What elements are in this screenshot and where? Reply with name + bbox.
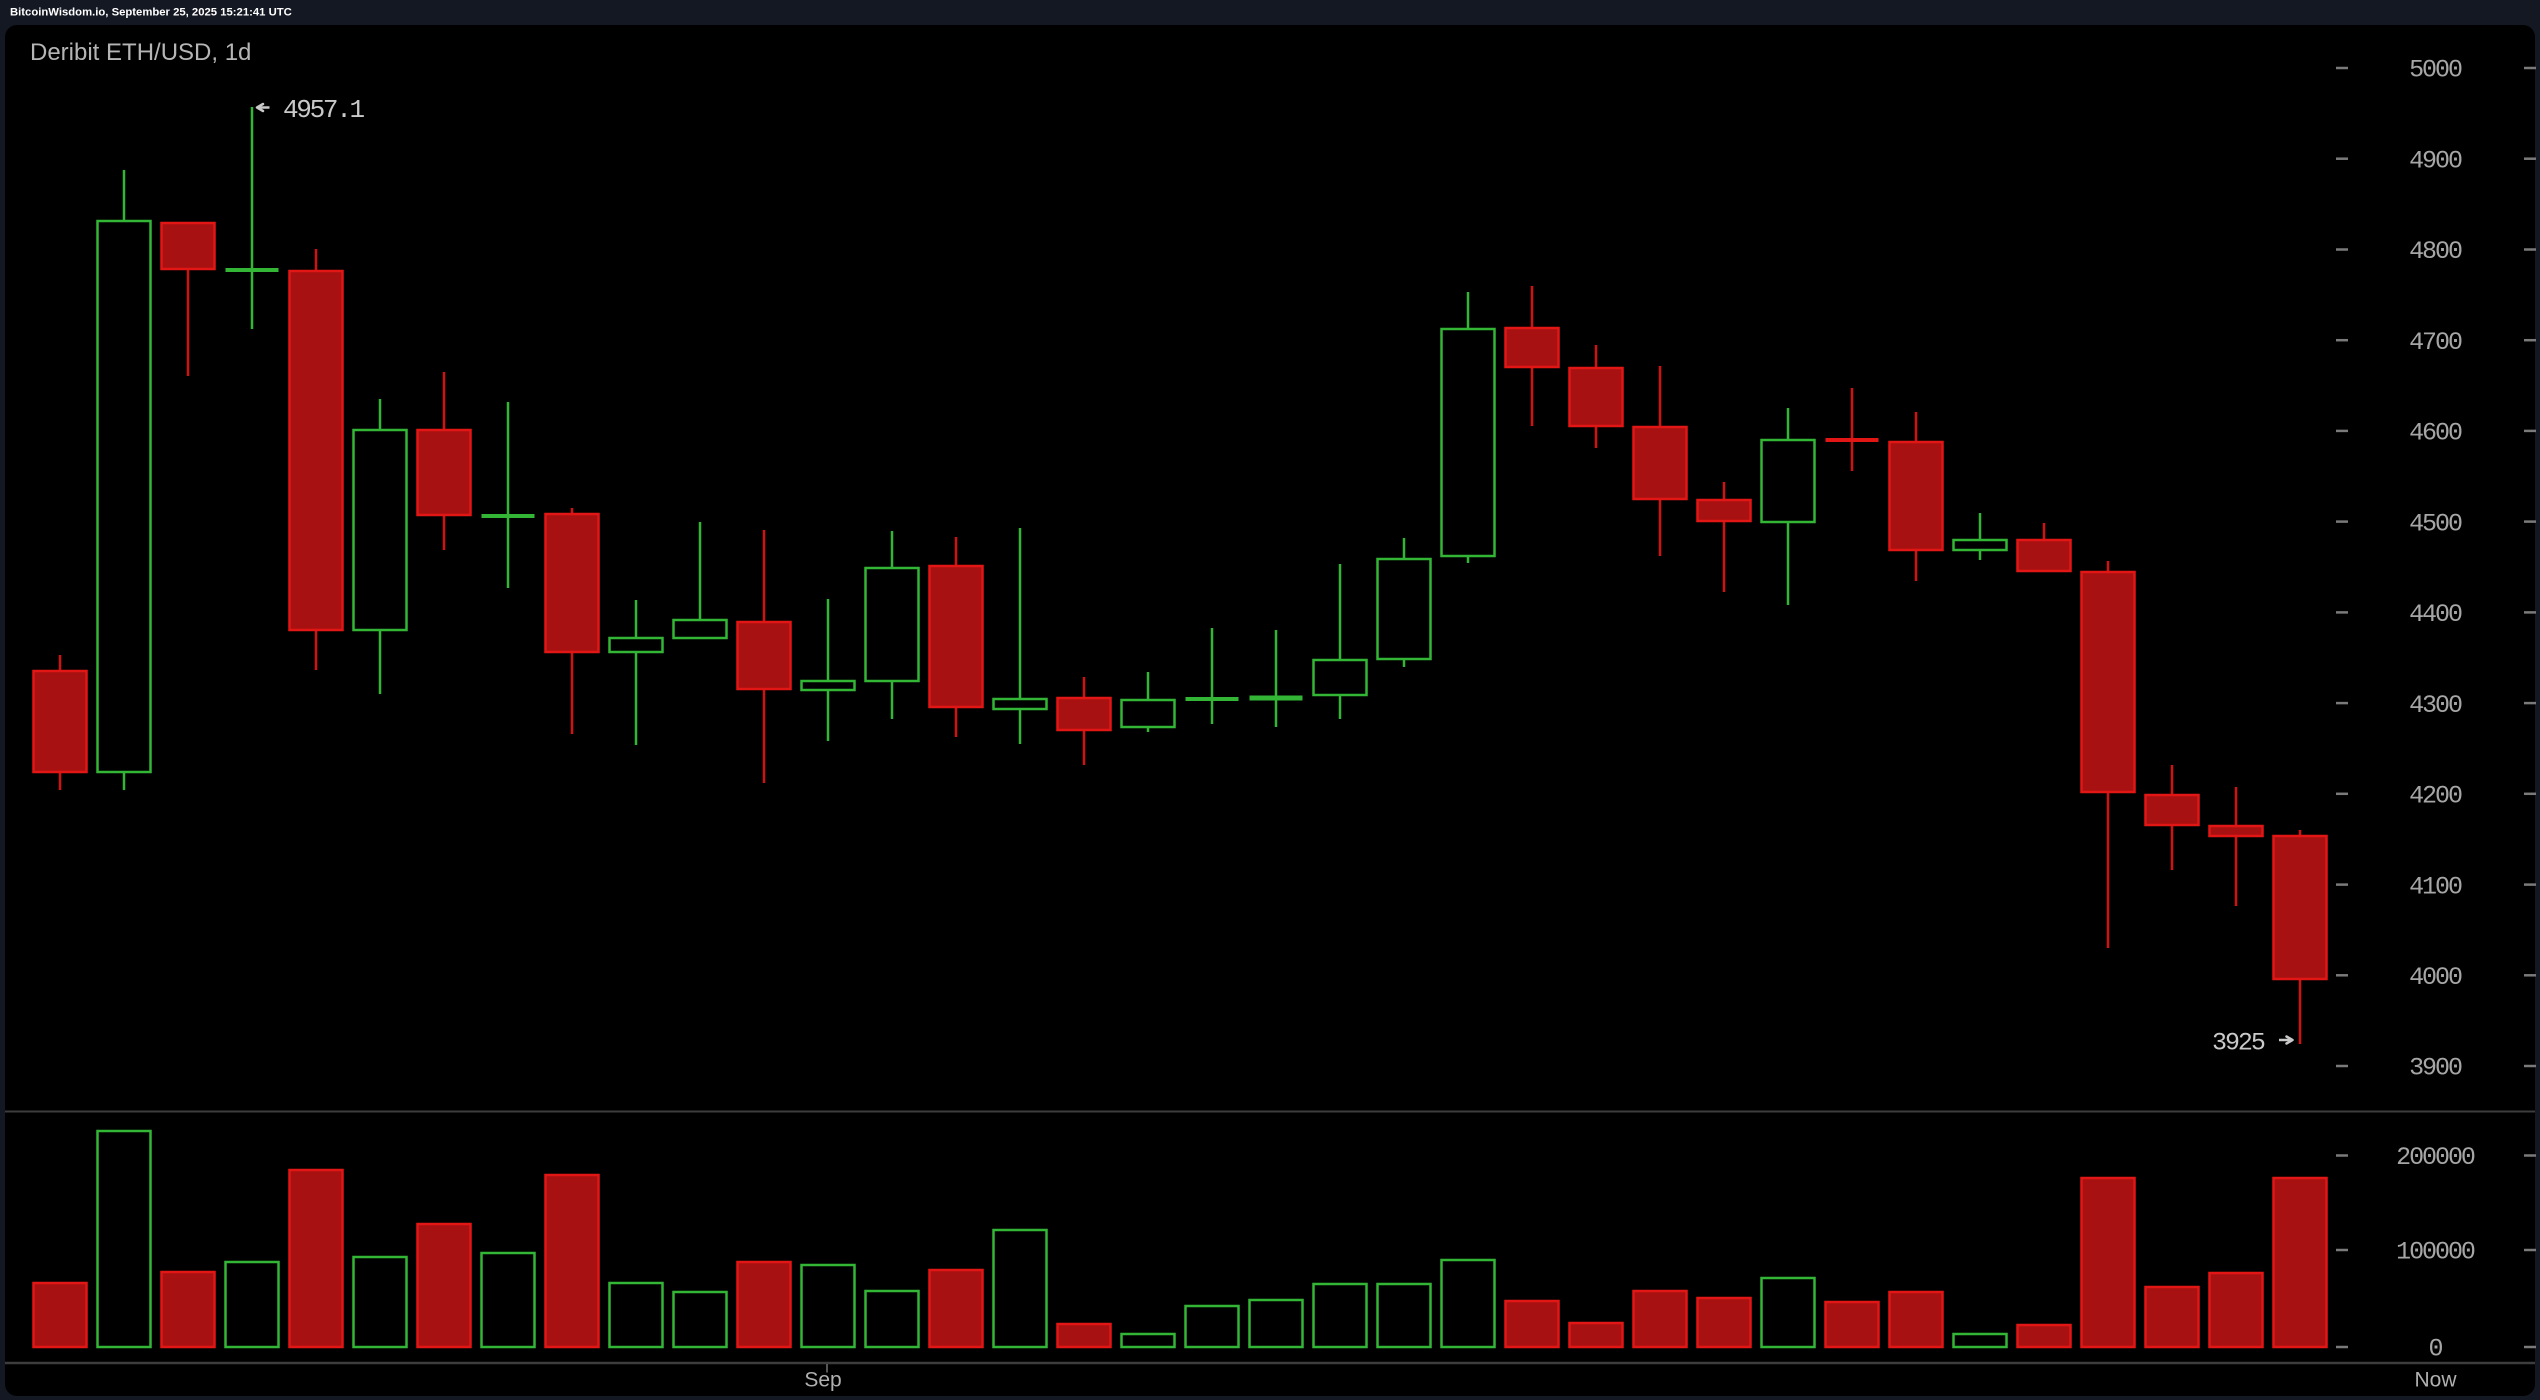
- svg-text:4300: 4300: [2409, 691, 2462, 720]
- svg-text:100000: 100000: [2396, 1238, 2475, 1267]
- svg-text:4200: 4200: [2409, 782, 2462, 811]
- svg-text:5000: 5000: [2409, 56, 2462, 85]
- svg-text:3925: 3925: [2212, 1029, 2265, 1058]
- svg-text:BitcoinWisdom.io, September 25: BitcoinWisdom.io, September 25, 2025 15:…: [10, 7, 292, 19]
- svg-text:4900: 4900: [2409, 146, 2462, 175]
- svg-text:3900: 3900: [2409, 1054, 2462, 1083]
- svg-text:4700: 4700: [2409, 328, 2462, 357]
- svg-text:4400: 4400: [2409, 600, 2462, 629]
- svg-text:Deribit ETH/USD, 1d: Deribit ETH/USD, 1d: [30, 39, 251, 66]
- svg-text:4000: 4000: [2409, 963, 2462, 992]
- svg-text:Sep: Sep: [804, 1369, 841, 1392]
- svg-text:4957.1: 4957.1: [283, 95, 365, 125]
- svg-text:Now: Now: [2414, 1369, 2457, 1392]
- svg-text:200000: 200000: [2396, 1143, 2475, 1172]
- svg-text:4800: 4800: [2409, 237, 2462, 266]
- svg-text:4500: 4500: [2409, 509, 2462, 538]
- svg-text:0: 0: [2429, 1335, 2443, 1364]
- svg-text:4100: 4100: [2409, 872, 2462, 901]
- svg-text:4600: 4600: [2409, 419, 2462, 448]
